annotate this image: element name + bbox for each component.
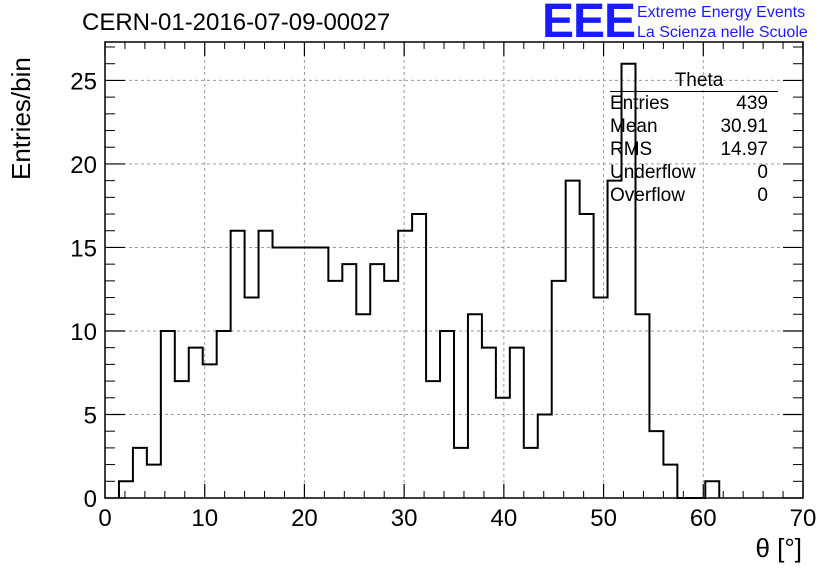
histogram-bin [231, 231, 245, 498]
stats-label: RMS [610, 139, 653, 160]
x-axis-label: θ [°] [755, 533, 802, 563]
x-tick-label: 50 [590, 505, 617, 532]
x-tick-label: 70 [790, 505, 817, 532]
histogram-outline [117, 62, 721, 499]
stats-row-entries: Entries 439 [610, 92, 778, 115]
histogram-bin [412, 214, 426, 498]
stats-value: 0 [757, 162, 768, 183]
stats-label: Mean [610, 116, 658, 137]
stats-label: Overflow [610, 185, 685, 206]
stats-title: Theta [610, 70, 778, 92]
stats-value: 30.91 [720, 116, 768, 137]
y-tick-label: 20 [70, 152, 97, 179]
plot-frame [104, 41, 804, 499]
histogram-bin [147, 465, 161, 498]
axis-ticks [104, 42, 804, 499]
histogram-bin [454, 448, 468, 498]
logo-caption-line1: Extreme Energy Events [637, 4, 806, 21]
histogram-bin [119, 481, 133, 498]
histogram-bin [370, 264, 384, 498]
histogram-bin [608, 181, 622, 498]
x-tick-label: 60 [690, 505, 717, 532]
histogram-bin [356, 314, 370, 498]
stats-value: 0 [757, 185, 768, 206]
histogram-bin [468, 314, 482, 498]
x-tick-label: 40 [491, 505, 518, 532]
stats-value: 14.97 [720, 139, 768, 160]
histogram-bin [482, 348, 496, 498]
histogram-bin [705, 481, 719, 498]
stats-row-underflow: Underflow 0 [610, 161, 778, 184]
histogram-bin [342, 264, 356, 498]
histogram-bin [133, 448, 147, 498]
stats-box: Theta Entries 439 Mean 30.91 RMS 14.97 Unde… [610, 70, 778, 207]
histogram-bin [510, 348, 524, 498]
tick-labels: 0 10 20 30 40 50 60 70 0 5 10 15 20 25 [70, 68, 816, 532]
x-tick-label: 0 [98, 505, 111, 532]
eee-logo: EEE [542, 0, 636, 48]
run-title: CERN-01-2016-07-09-00027 [82, 9, 391, 36]
y-tick-label: 25 [70, 68, 97, 95]
histogram-bin [384, 281, 398, 498]
histogram-bin [175, 381, 189, 498]
histogram-bin [259, 231, 273, 498]
stats-label: Underflow [610, 162, 696, 183]
y-tick-label: 0 [84, 486, 97, 513]
x-tick-label: 30 [391, 505, 418, 532]
y-tick-label: 5 [84, 402, 97, 429]
histogram-bin [552, 281, 566, 498]
histogram-bin [398, 231, 412, 498]
histogram-bin [286, 247, 300, 498]
histogram-bin [538, 414, 552, 498]
stats-value: 439 [736, 93, 768, 114]
histogram-bin [649, 431, 663, 498]
histogram-bin [300, 247, 314, 498]
y-tick-label: 10 [70, 319, 97, 346]
histogram-bin [580, 214, 594, 498]
stats-row-mean: Mean 30.91 [610, 115, 778, 138]
histogram-bin [217, 331, 231, 498]
histogram-bin [273, 247, 287, 498]
histogram-bin [663, 465, 677, 498]
histogram-bin [496, 398, 510, 498]
histogram-bin [328, 281, 342, 498]
stats-label: Entries [610, 93, 670, 114]
histogram-bin [566, 181, 580, 498]
histogram-bin [524, 448, 538, 498]
y-axis-label: Entries/bin [6, 57, 36, 180]
histogram-bin [245, 298, 259, 498]
logo-caption-line2: La Scienza nelle Scuole [637, 24, 808, 41]
histogram-bin [594, 298, 608, 498]
x-tick-label: 20 [291, 505, 318, 532]
histogram-bin [426, 381, 440, 498]
stats-row-rms: RMS 14.97 [610, 138, 778, 161]
x-tick-label: 10 [191, 505, 218, 532]
y-tick-label: 15 [70, 235, 97, 262]
histogram-bin [189, 348, 203, 498]
stats-row-overflow: Overflow 0 [610, 184, 778, 207]
histogram-bin [314, 247, 328, 498]
histogram-bin [635, 314, 649, 498]
